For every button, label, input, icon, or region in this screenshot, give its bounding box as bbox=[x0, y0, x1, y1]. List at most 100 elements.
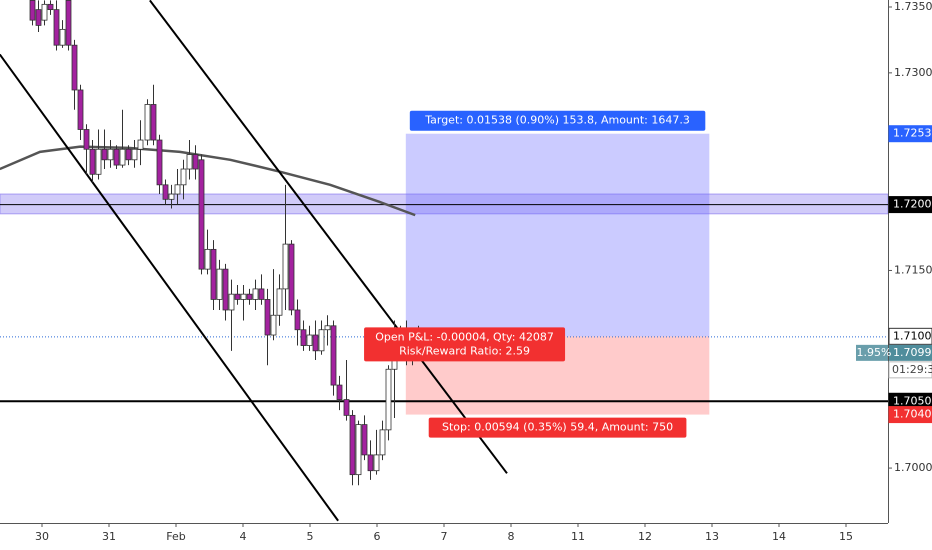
plot-area bbox=[0, 0, 888, 522]
target-label: Target: 0.01538 (0.90%) 153.8, Amount: 1… bbox=[424, 114, 690, 127]
countdown-label: 01:29:36 bbox=[892, 363, 932, 376]
candle-body bbox=[131, 148, 138, 161]
candle-body bbox=[252, 288, 259, 300]
candle-body bbox=[150, 104, 157, 141]
candle-body bbox=[264, 299, 271, 336]
trend-line bbox=[0, 53, 339, 522]
candle-body bbox=[95, 148, 102, 175]
candle-body bbox=[276, 288, 283, 316]
x-tick-label: 30 bbox=[35, 530, 49, 543]
x-tick-label: 4 bbox=[240, 530, 247, 543]
trend-line bbox=[149, 0, 508, 474]
candle-body bbox=[144, 104, 151, 141]
candle-body bbox=[240, 293, 247, 300]
change-box bbox=[856, 344, 888, 361]
candle-body bbox=[35, 9, 42, 26]
candle-body bbox=[385, 368, 392, 431]
x-tick-label: 12 bbox=[638, 530, 652, 543]
countdown-box bbox=[888, 361, 932, 379]
candle-body bbox=[71, 44, 78, 91]
candle-body bbox=[119, 148, 126, 166]
price-box bbox=[888, 327, 932, 345]
price-box-label: 1.71000 bbox=[893, 329, 932, 342]
candle-body bbox=[168, 193, 175, 200]
pnl-label: Open P&L: -0.00004, Qty: 42087 bbox=[375, 330, 554, 343]
candle-body bbox=[282, 243, 289, 290]
x-tick-label: 13 bbox=[705, 530, 719, 543]
candle-body bbox=[125, 148, 132, 161]
candle-body bbox=[300, 329, 307, 346]
y-tick-label: 1.70000 bbox=[894, 461, 932, 474]
candle-body bbox=[270, 314, 277, 336]
candle-body bbox=[137, 139, 144, 150]
candle-body bbox=[373, 454, 380, 472]
moving-average bbox=[0, 145, 416, 217]
candle-body bbox=[204, 248, 211, 270]
candle-body bbox=[41, 3, 48, 21]
price-box bbox=[888, 406, 932, 424]
candle-body bbox=[294, 309, 301, 331]
candle-body bbox=[379, 429, 386, 456]
label-box bbox=[409, 110, 706, 131]
y-tick-label: 1.71500 bbox=[894, 263, 932, 276]
candle-body bbox=[258, 288, 265, 300]
price-box-label: 1.72000 bbox=[893, 198, 932, 211]
x-tick-label: 11 bbox=[571, 530, 585, 543]
candle-body bbox=[156, 139, 163, 186]
candle-body bbox=[83, 129, 90, 150]
last-price-box bbox=[889, 344, 932, 361]
x-tick-label: 8 bbox=[507, 530, 514, 543]
candle-body bbox=[186, 154, 193, 170]
price-box-label: 1.70406 bbox=[893, 408, 932, 421]
pnl-label: Risk/Reward Ratio: 2.59 bbox=[399, 344, 530, 357]
candle-body bbox=[180, 168, 187, 186]
change-label: -1.95% bbox=[853, 346, 892, 359]
candle-body bbox=[343, 399, 350, 416]
plot-layer bbox=[0, 0, 888, 522]
candle-body bbox=[228, 293, 235, 311]
candle-body bbox=[222, 268, 229, 311]
candle-body bbox=[349, 414, 356, 476]
stop-label: Stop: 0.00594 (0.35%) 59.4, Amount: 750 bbox=[442, 421, 673, 434]
candle-body bbox=[312, 334, 319, 352]
price-box-label: 1.72538 bbox=[893, 127, 932, 140]
candle-body bbox=[198, 159, 205, 270]
candle-body bbox=[306, 334, 313, 346]
x-tick-label: 14 bbox=[772, 530, 786, 543]
candle-body bbox=[324, 325, 331, 331]
candle-body bbox=[330, 325, 337, 386]
price-box-label: 1.70507 bbox=[893, 394, 932, 407]
candle-body bbox=[336, 384, 343, 400]
price-box bbox=[888, 125, 932, 143]
candle-body bbox=[234, 293, 241, 300]
x-tick-label: 6 bbox=[374, 530, 381, 543]
zone bbox=[0, 193, 888, 215]
candle-body bbox=[210, 248, 217, 300]
label-box bbox=[428, 417, 687, 438]
candle-body bbox=[288, 243, 295, 311]
candle-body bbox=[162, 184, 169, 200]
candle-body bbox=[101, 148, 108, 161]
candle-body bbox=[192, 154, 199, 170]
candle-body bbox=[29, 0, 36, 21]
candle-body bbox=[47, 3, 54, 11]
candle-body bbox=[107, 148, 114, 161]
x-tick-label: 15 bbox=[839, 530, 853, 543]
candle-body bbox=[113, 148, 120, 166]
candle-body bbox=[53, 9, 60, 46]
candle-body bbox=[216, 268, 223, 300]
candle-body bbox=[89, 148, 96, 175]
candle-body bbox=[318, 329, 325, 352]
price-box bbox=[888, 196, 932, 214]
candle-body bbox=[246, 293, 253, 300]
y-tick-label: 1.73500 bbox=[894, 0, 932, 13]
candle-body bbox=[367, 454, 374, 472]
x-tick-label: 31 bbox=[102, 530, 116, 543]
candle-body bbox=[361, 424, 368, 456]
x-tick-label: Feb bbox=[166, 530, 185, 543]
candle-body bbox=[77, 89, 84, 130]
candle-body bbox=[174, 184, 181, 195]
x-tick-label: 5 bbox=[307, 530, 314, 543]
